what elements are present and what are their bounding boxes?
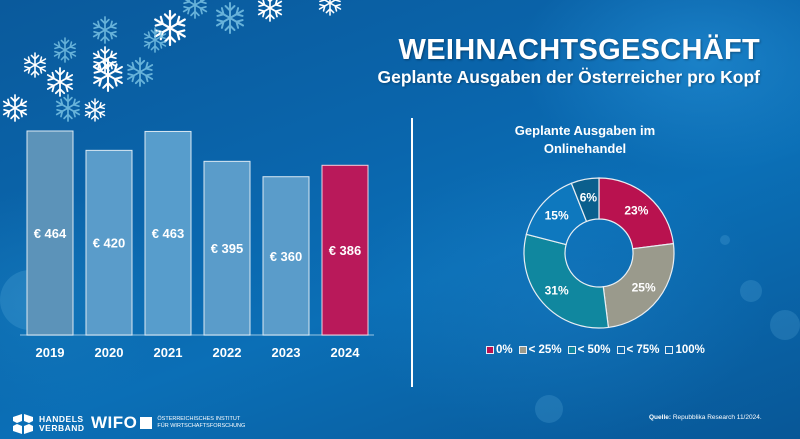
legend-swatch bbox=[518, 346, 527, 354]
legend-item: < 25% bbox=[518, 344, 562, 356]
logo-text-line: FÜR WIRTSCHAFTSFORSCHUNG bbox=[157, 423, 246, 429]
bar-value-label: € 386 bbox=[329, 243, 362, 258]
legend-label: < 50% bbox=[577, 344, 611, 356]
bar-value-label: € 360 bbox=[270, 249, 303, 264]
snowflake-icon bbox=[53, 37, 77, 63]
x-tick-label: 2021 bbox=[154, 345, 183, 360]
page-subtitle: Geplante Ausgaben der Österreicher pro K… bbox=[377, 67, 761, 87]
bar-value-label: € 463 bbox=[152, 226, 185, 241]
slice-value-label: 15% bbox=[545, 209, 569, 223]
legend-swatch bbox=[665, 346, 674, 354]
legend-item: < 50% bbox=[567, 344, 611, 356]
bar-2019 bbox=[26, 130, 74, 336]
logo-text-line: VERBAND bbox=[39, 423, 85, 433]
bar-2024 bbox=[321, 164, 369, 336]
legend-label: 0% bbox=[496, 344, 513, 356]
legend-item: 0% bbox=[486, 344, 513, 356]
snowflake-icon bbox=[126, 57, 154, 87]
legend-label: 100% bbox=[675, 344, 705, 356]
source-text: Repubblika Research 11/2024. bbox=[672, 414, 762, 421]
pie-legend: 0% < 25% < 50% < 75% 100% bbox=[486, 344, 705, 356]
x-tick-label: 2023 bbox=[272, 345, 301, 360]
legend-item: 100% bbox=[665, 344, 705, 356]
page-title: WEIHNACHTSGESCHÄFT bbox=[398, 34, 760, 66]
pie-title-line: Onlinehandel bbox=[543, 141, 627, 156]
bokeh-light bbox=[535, 395, 563, 423]
bokeh-light bbox=[770, 310, 800, 340]
source-note: Quelle: Repubblika Research 11/2024. bbox=[649, 414, 762, 421]
bar-value-label: € 395 bbox=[211, 241, 244, 256]
snowflake-icon bbox=[182, 0, 208, 19]
legend-item: < 75% bbox=[616, 344, 660, 356]
donut-slice-1 bbox=[602, 242, 675, 329]
slice-value-label: 23% bbox=[624, 204, 648, 218]
snowflake-icon bbox=[154, 9, 186, 47]
slice-value-label: 31% bbox=[545, 283, 569, 297]
wifo-logo-subtitle: ÖSTERREICHISCHES INSTITUT FÜR WIRTSCHAFT… bbox=[157, 416, 245, 430]
wifo-square-icon bbox=[140, 417, 153, 429]
bokeh-light bbox=[740, 280, 762, 302]
bar-2023 bbox=[262, 176, 310, 336]
x-tick-label: 2024 bbox=[331, 345, 361, 360]
legend-swatch bbox=[486, 346, 494, 354]
bokeh-light bbox=[720, 235, 730, 245]
section-divider bbox=[411, 118, 413, 387]
x-tick-label: 2022 bbox=[213, 345, 242, 360]
x-tick-label: 2019 bbox=[36, 345, 65, 360]
donut-slice-4 bbox=[570, 177, 600, 223]
pie-chart-title: Geplante Ausgaben im Onlinehandel bbox=[500, 122, 670, 158]
snowflake-icon bbox=[46, 67, 74, 97]
bar-2020 bbox=[85, 149, 133, 336]
slice-value-label: 6% bbox=[580, 191, 598, 205]
wifo-logo: WIFO ÖSTERREICHISCHES INSTITUT FÜR WIRTS… bbox=[91, 413, 245, 433]
snowflake-icon bbox=[23, 52, 47, 78]
handelsverband-logo: HANDELS VERBAND bbox=[11, 413, 85, 435]
bar-value-label: € 464 bbox=[34, 226, 67, 241]
legend-swatch bbox=[616, 346, 625, 354]
donut-chart: 23% 25% 31% 15% 6% bbox=[523, 177, 675, 329]
donut-slice-2 bbox=[523, 233, 610, 329]
logo-text-line: HANDELS bbox=[39, 414, 84, 424]
snowflake-icon bbox=[257, 0, 283, 22]
legend-swatch bbox=[567, 346, 576, 354]
handelsverband-logo-icon bbox=[13, 414, 33, 434]
bar-value-label: € 420 bbox=[93, 236, 126, 251]
snowflake-icon bbox=[92, 16, 118, 44]
x-tick-label: 2020 bbox=[95, 345, 124, 360]
snowflake-icon bbox=[215, 2, 245, 34]
pie-title-line: Geplante Ausgaben im bbox=[514, 123, 656, 138]
source-label: Quelle: bbox=[649, 414, 672, 421]
bar-2022 bbox=[203, 160, 251, 336]
slice-value-label: 25% bbox=[632, 281, 656, 295]
logo-text-line: ÖSTERREICHISCHES INSTITUT bbox=[157, 416, 241, 422]
handelsverband-logo-text: HANDELS VERBAND bbox=[39, 415, 85, 433]
wifo-logo-text: WIFO bbox=[91, 413, 138, 432]
legend-label: < 75% bbox=[626, 344, 660, 356]
bar-chart: € 464 2019 € 420 2020 € 463 2021 € 395 2022 € 36… bbox=[20, 130, 374, 360]
bar-2021 bbox=[144, 130, 192, 336]
legend-label: < 25% bbox=[528, 344, 562, 356]
donut-slice-0 bbox=[598, 177, 675, 250]
snowflake-icon bbox=[318, 0, 342, 16]
